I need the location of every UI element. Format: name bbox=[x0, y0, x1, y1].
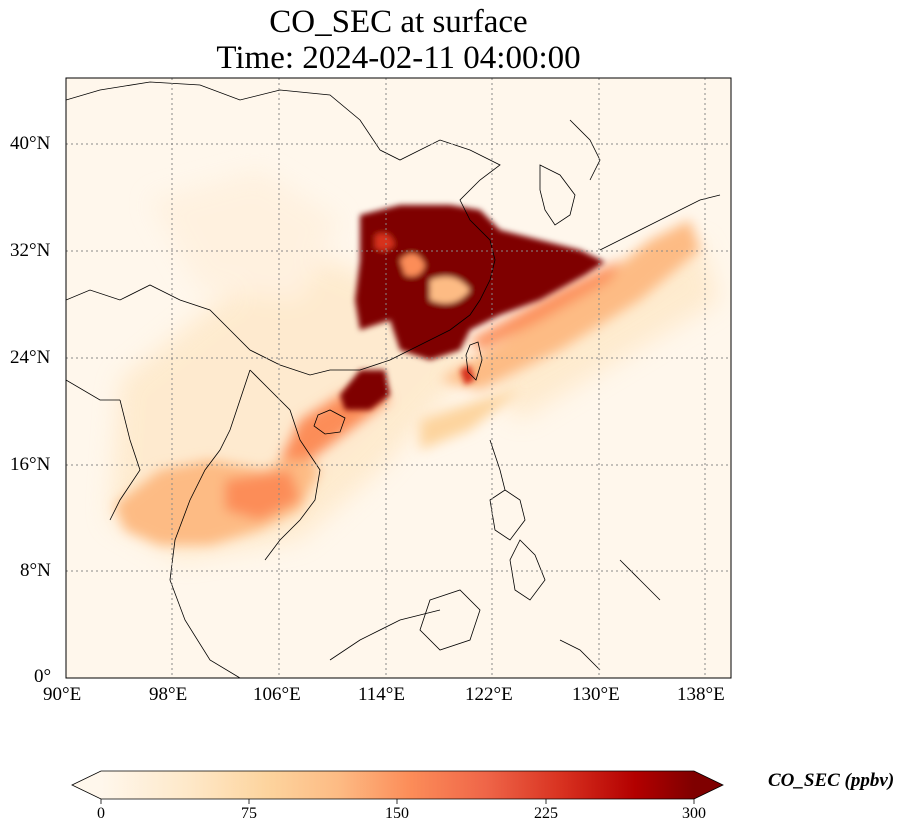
map-title: CO_SEC at surface bbox=[269, 4, 528, 40]
map-frame bbox=[65, 77, 732, 679]
lon-tick-label: 114°E bbox=[358, 684, 405, 705]
colorbar-tick-label: 0 bbox=[97, 805, 105, 822]
lon-tick-label: 90°E bbox=[43, 684, 82, 705]
lat-tick-label: 32°N bbox=[10, 240, 51, 261]
colorbar-title: CO_SEC (ppbv) bbox=[768, 770, 895, 791]
coastlines bbox=[66, 81, 721, 678]
colorbar-tick-label: 225 bbox=[534, 805, 558, 822]
colorbar-tick-label: 150 bbox=[385, 805, 409, 822]
lon-tick-label: 130°E bbox=[572, 684, 620, 705]
lat-tick-label: 24°N bbox=[10, 347, 51, 368]
lat-tick-label: 40°N bbox=[10, 133, 51, 154]
lon-tick-label: 98°E bbox=[149, 684, 188, 705]
map-subtitle: Time: 2024-02-11 04:00:00 bbox=[216, 40, 581, 76]
lat-tick-label: 16°N bbox=[10, 454, 51, 475]
lon-tick-label: 138°E bbox=[677, 684, 725, 705]
colorbar-tick-label: 300 bbox=[682, 805, 706, 822]
colorbar-tick-label: 75 bbox=[241, 805, 257, 822]
lat-tick-label: 0° bbox=[34, 666, 52, 687]
lon-tick-label: 122°E bbox=[465, 684, 513, 705]
gridlines bbox=[66, 78, 731, 678]
concentration-field bbox=[110, 170, 720, 560]
colorbar bbox=[71, 770, 724, 804]
lon-tick-label: 106°E bbox=[253, 684, 301, 705]
lat-tick-label: 8°N bbox=[20, 560, 51, 581]
